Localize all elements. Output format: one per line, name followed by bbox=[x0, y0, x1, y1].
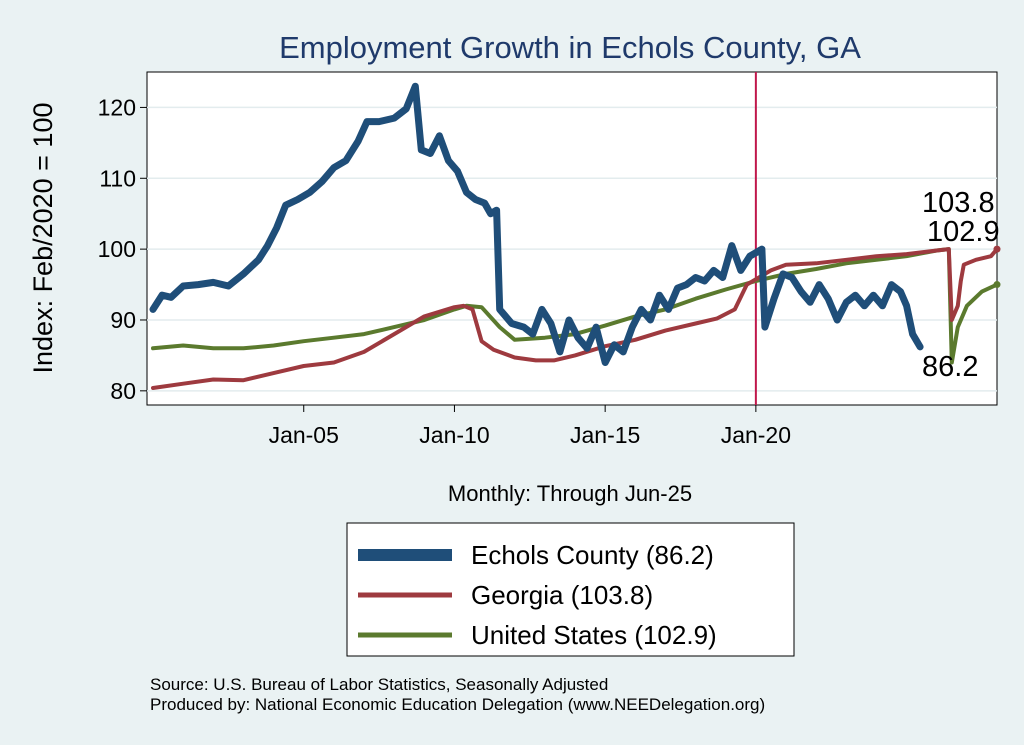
end-label-georgia: 103.8 bbox=[922, 187, 995, 219]
legend: Echols County (86.2) Georgia (103.8) Unite… bbox=[346, 522, 795, 657]
y-tick-label-110: 110 bbox=[99, 165, 136, 191]
x-tick-label-Jan-10: Jan-10 bbox=[419, 422, 489, 448]
x-tick-label-Jan-15: Jan-15 bbox=[570, 422, 640, 448]
legend-label-united-states: United States (102.9) bbox=[471, 620, 717, 650]
plot-area bbox=[146, 71, 998, 406]
legend-label-echols-county: Echols County (86.2) bbox=[471, 540, 714, 570]
source-note: Source: U.S. Bureau of Labor Statistics,… bbox=[150, 675, 608, 694]
series-line-georgia bbox=[151, 247, 999, 390]
producer-note: Produced by: National Economic Education… bbox=[150, 695, 765, 714]
series-lines bbox=[149, 82, 999, 390]
y-tick-label-100: 100 bbox=[98, 236, 136, 262]
x-axis-title: Monthly: Through Jun-25 bbox=[448, 481, 692, 506]
end-label-echols-county: 86.2 bbox=[922, 351, 978, 383]
series-line-echols-county bbox=[149, 82, 924, 366]
end-label-united-states: 102.9 bbox=[927, 216, 1000, 248]
y-tick-label-80: 80 bbox=[110, 378, 136, 404]
y-tick-label-90: 90 bbox=[110, 307, 136, 333]
legend-label-georgia: Georgia (103.8) bbox=[471, 580, 653, 610]
chart-title: Employment Growth in Echols County, GA bbox=[279, 30, 861, 65]
y-tick-label-120: 120 bbox=[98, 94, 136, 120]
end-marker-georgia bbox=[993, 245, 1001, 253]
end-marker-united-states bbox=[993, 281, 1001, 289]
x-tick-label-Jan-20: Jan-20 bbox=[721, 422, 791, 448]
y-axis-title: Index: Feb/2020 = 100 bbox=[28, 103, 58, 374]
legend-items: Echols County (86.2) Georgia (103.8) Unite… bbox=[358, 540, 717, 650]
y-axis-ticks: 80 90 100 110 120 bbox=[98, 94, 147, 404]
x-axis-ticks: Jan-05 Jan-10 Jan-15 Jan-20 bbox=[269, 405, 791, 448]
x-tick-label-Jan-05: Jan-05 bbox=[269, 422, 339, 448]
